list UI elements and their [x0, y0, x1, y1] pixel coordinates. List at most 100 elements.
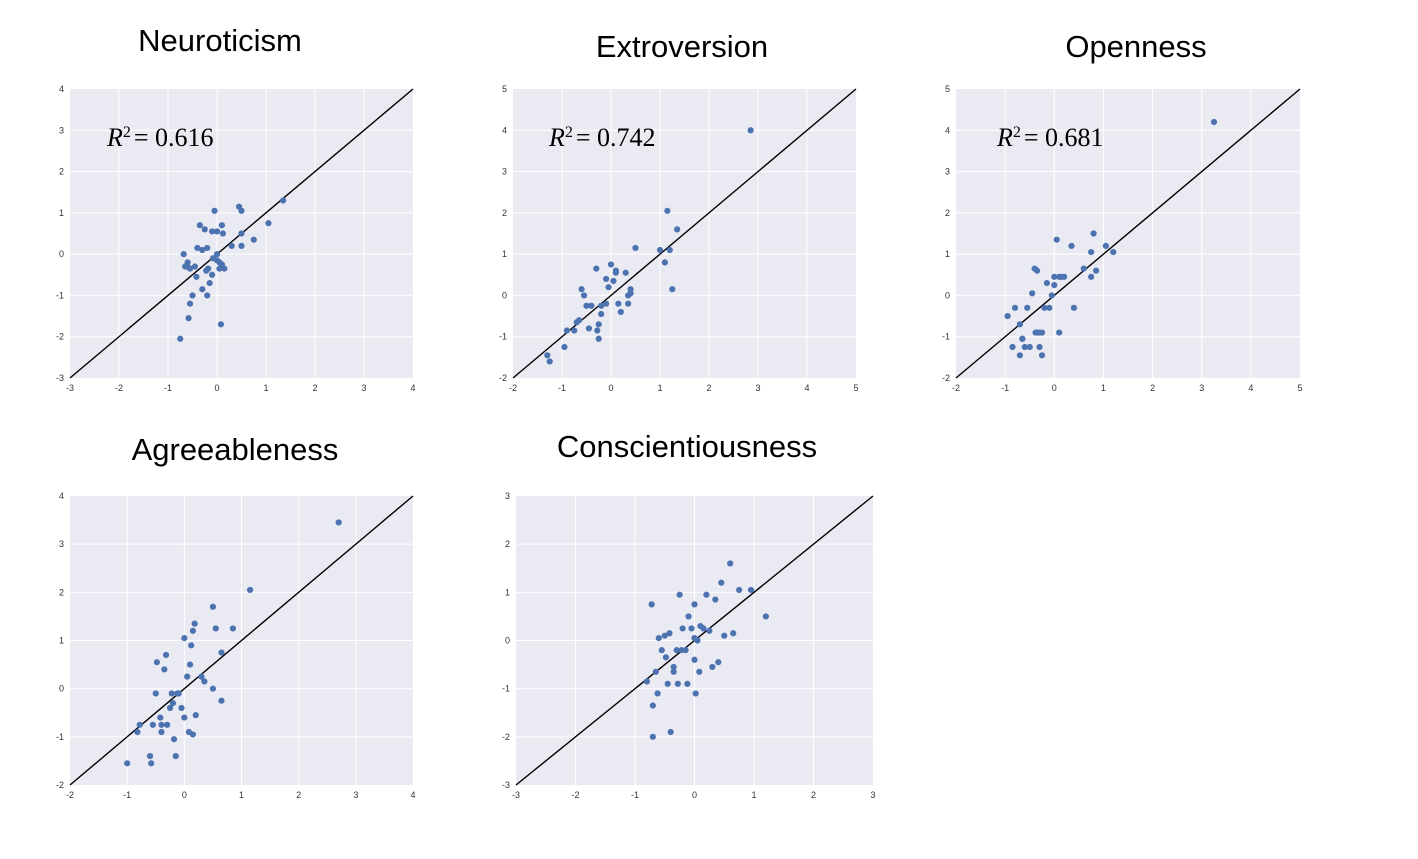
- data-point: [1046, 304, 1053, 311]
- data-point: [691, 656, 698, 663]
- data-point: [238, 230, 245, 237]
- data-point: [667, 728, 674, 736]
- x-tick-label: 2: [811, 790, 816, 800]
- data-point: [152, 690, 159, 697]
- data-point: [655, 634, 662, 642]
- chart-title-extroversion: Extroversion: [596, 29, 768, 64]
- data-point: [1088, 248, 1095, 256]
- data-point: [1056, 329, 1063, 336]
- y-tick-label: 3: [59, 539, 64, 549]
- data-point: [1026, 343, 1033, 351]
- data-point: [674, 680, 681, 687]
- data-point: [191, 263, 199, 270]
- y-tick-label: 2: [59, 167, 64, 177]
- data-point: [212, 625, 219, 632]
- data-point: [674, 226, 681, 233]
- data-point: [146, 753, 154, 760]
- y-tick-label: -1: [56, 732, 64, 742]
- panel-conscientiousness: Conscientiousness -3 -2 -1 0 1 2 3 -3 -2 -1 0 1 2 3: [502, 429, 876, 800]
- data-point: [578, 286, 585, 293]
- y-tick-label: 1: [945, 249, 950, 259]
- data-point: [1038, 329, 1046, 336]
- data-point: [1019, 335, 1026, 342]
- data-point: [703, 591, 710, 598]
- data-point: [583, 302, 590, 309]
- data-point: [213, 251, 221, 258]
- data-point: [612, 269, 620, 276]
- data-point: [169, 700, 176, 707]
- data-point: [1036, 343, 1043, 351]
- data-point: [194, 244, 201, 252]
- y-tick-label: 0: [505, 636, 510, 646]
- data-point: [180, 251, 187, 258]
- data-point: [166, 704, 174, 712]
- data-point: [595, 335, 602, 342]
- data-point: [158, 728, 165, 736]
- data-point: [177, 335, 184, 342]
- x-tick-label: 0: [182, 790, 187, 800]
- r-squared-power: 2: [565, 124, 573, 141]
- data-point: [189, 731, 197, 738]
- data-point: [186, 661, 194, 668]
- chart-title-neuroticism: Neuroticism: [138, 23, 302, 58]
- data-point: [153, 659, 160, 666]
- data-point: [736, 586, 743, 594]
- y-tick-label: -3: [502, 780, 510, 790]
- data-point: [670, 668, 677, 675]
- x-tick-label: -1: [631, 790, 639, 800]
- data-point: [691, 601, 698, 608]
- y-tick-label: -2: [502, 732, 510, 742]
- data-point: [669, 286, 676, 293]
- data-point: [209, 271, 216, 278]
- data-point: [1088, 273, 1095, 280]
- r-squared-annotation: R2 = 0.616: [106, 123, 214, 152]
- data-point: [1092, 267, 1100, 274]
- x-tick-label: 2: [296, 790, 301, 800]
- data-point: [1053, 236, 1060, 243]
- y-tick-label: 3: [945, 167, 950, 177]
- x-tick-label: 2: [706, 383, 711, 393]
- data-point: [563, 327, 571, 334]
- data-point: [198, 673, 205, 680]
- chart-title-openness: Openness: [1065, 29, 1206, 64]
- x-tick-label: 4: [410, 790, 415, 800]
- data-point: [598, 302, 605, 309]
- data-point: [1004, 312, 1011, 320]
- data-point: [718, 579, 725, 586]
- y-tick-label: -2: [56, 780, 64, 790]
- data-point: [676, 591, 683, 598]
- data-point: [700, 625, 707, 632]
- data-point: [1210, 118, 1218, 126]
- data-point: [196, 222, 203, 229]
- data-point: [186, 300, 194, 307]
- data-point: [134, 728, 141, 736]
- data-point: [664, 207, 671, 214]
- x-tick-label: 0: [692, 790, 697, 800]
- data-point: [185, 315, 192, 322]
- x-tick-label: 1: [751, 790, 756, 800]
- y-tick-label: 5: [945, 84, 950, 94]
- y-tick-label: 4: [502, 125, 507, 135]
- data-point: [209, 228, 216, 235]
- data-point: [679, 625, 686, 632]
- data-point: [712, 596, 719, 603]
- data-point: [201, 226, 208, 233]
- data-point: [201, 678, 208, 685]
- data-point: [594, 327, 601, 334]
- data-point: [709, 663, 716, 671]
- data-point: [706, 627, 713, 634]
- x-tick-label: 1: [239, 790, 244, 800]
- data-point: [148, 760, 155, 767]
- data-point: [1021, 343, 1028, 351]
- x-tick-label: -2: [509, 383, 517, 393]
- data-point: [238, 242, 245, 249]
- data-point: [727, 560, 734, 567]
- y-tick-label: 2: [59, 587, 64, 597]
- data-point: [228, 242, 235, 249]
- data-point: [661, 259, 669, 266]
- data-point: [603, 300, 610, 307]
- x-tick-label: 3: [361, 383, 366, 393]
- data-point: [164, 721, 171, 728]
- r-squared-power: 2: [1013, 124, 1021, 141]
